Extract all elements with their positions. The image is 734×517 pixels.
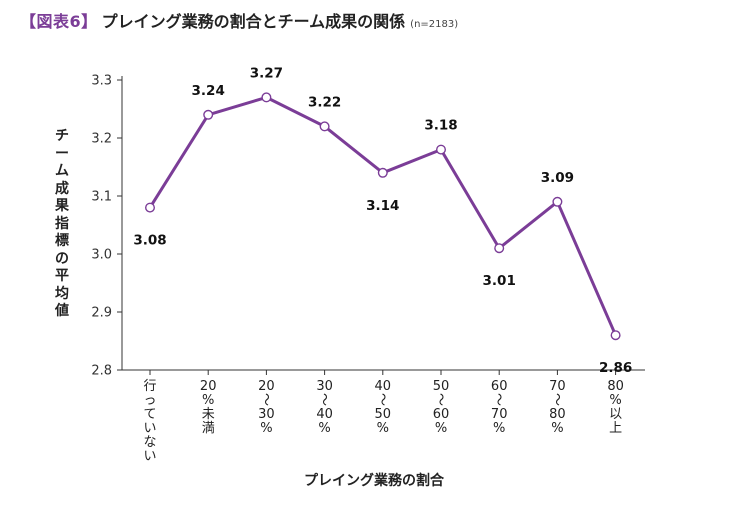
- data-label: 2.86: [599, 360, 632, 376]
- x-tick-label-line: 80: [607, 379, 624, 394]
- data-point: [552, 196, 563, 207]
- x-tick-label-line: 以: [609, 407, 622, 422]
- x-tick-label-line: て: [143, 407, 156, 422]
- data-label: 3.24: [192, 83, 225, 99]
- figure-tag: 【図表6】: [20, 12, 98, 31]
- x-axis-label: プレイング業務の割合: [304, 473, 444, 489]
- x-tick-label: 40〜50%: [374, 379, 391, 436]
- x-tick-label-line: 〜: [258, 393, 273, 406]
- x-tick-label-line: な: [143, 435, 156, 450]
- data-point: [144, 202, 155, 213]
- x-tick-label-line: 未: [202, 407, 215, 422]
- x-tick-label-line: 70: [491, 407, 508, 422]
- x-tick-label: 30〜40%: [316, 379, 333, 436]
- x-tick-label-line: %: [260, 421, 272, 436]
- data-label: 3.27: [250, 65, 283, 81]
- x-tick-label-line: 40: [375, 379, 392, 394]
- x-tick-label-line: 60: [433, 407, 450, 422]
- category-labels: 行っていない20%未満20〜30%30〜40%40〜50%50〜60%60〜70…: [143, 379, 623, 464]
- x-tick-label: 60〜70%: [491, 379, 508, 436]
- chart-header: 【図表6】 プレイング業務の割合とチーム成果の関係 (n=2183): [20, 8, 458, 32]
- y-ticks: 2.8 2.9 3.0 3.1 3.2 3.3: [91, 74, 122, 379]
- data-point: [203, 109, 214, 120]
- x-tick-label-line: 〜: [491, 393, 506, 406]
- y-tick-label: 2.9: [91, 306, 112, 321]
- x-tick-label-line: 〜: [316, 393, 331, 406]
- x-tick-label: 50〜60%: [433, 379, 450, 436]
- data-point: [494, 243, 505, 254]
- data-point: [377, 167, 388, 178]
- data-point: [261, 92, 272, 103]
- x-tick-label-line: %: [318, 421, 330, 436]
- sample-size-note: (n=2183): [410, 19, 459, 30]
- x-tick-label-line: %: [377, 421, 389, 436]
- x-tick-label-line: い: [143, 449, 156, 464]
- chart-axes: [121, 76, 645, 375]
- x-tick-label-line: %: [551, 421, 563, 436]
- data-point: [436, 144, 447, 155]
- x-tick-label-line: 20: [200, 379, 217, 394]
- x-tick-label-line: 〜: [433, 393, 448, 406]
- x-tick-label-line: 上: [609, 421, 622, 436]
- x-tick-label-line: っ: [143, 393, 156, 408]
- x-tick-label-line: 70: [549, 379, 566, 394]
- y-axis-label: チーム成果指標の平均値: [55, 128, 69, 319]
- chart-title: プレイング業務の割合とチーム成果の関係: [101, 12, 406, 31]
- x-tick-label-line: 行: [143, 379, 156, 394]
- data-label: 3.09: [541, 170, 574, 186]
- x-tick-label-line: %: [202, 393, 214, 408]
- x-tick-label-line: 40: [316, 407, 333, 422]
- x-tick-label-line: 〜: [374, 393, 389, 406]
- x-tick-label-line: 60: [491, 379, 508, 394]
- x-tick-label: 20〜30%: [258, 379, 275, 436]
- data-point: [319, 121, 330, 132]
- x-tick-label-line: 50: [375, 407, 392, 422]
- data-label: 3.22: [308, 94, 341, 110]
- x-tick-label-line: い: [143, 421, 156, 436]
- data-label: 3.18: [424, 118, 457, 134]
- data-labels: 3.08 3.24 3.27 3.22 3.14 3.18 3.01 3.09 2.86: [133, 65, 632, 376]
- data-point: [610, 330, 621, 341]
- series-line-group: [148, 95, 618, 337]
- x-tick-label: 80%以上: [607, 379, 624, 436]
- data-label: 3.14: [366, 198, 399, 214]
- series-line: [148, 95, 618, 337]
- data-label: 3.01: [483, 273, 516, 289]
- x-tick-label-line: 30: [258, 407, 275, 422]
- x-tick-label: 70〜80%: [549, 379, 566, 436]
- data-points: [144, 92, 621, 341]
- x-tick-label-line: 〜: [549, 393, 564, 406]
- y-tick-label: 3.1: [91, 190, 112, 205]
- data-label: 3.08: [133, 233, 166, 249]
- x-tick-label-line: 20: [258, 379, 275, 394]
- x-tick-label-line: 満: [202, 421, 215, 436]
- x-tick-label-line: 30: [316, 379, 333, 394]
- y-tick-label: 3.2: [91, 132, 112, 147]
- y-tick-label: 3.3: [91, 74, 112, 89]
- y-tick-label: 3.0: [91, 248, 112, 263]
- x-tick-label-line: 50: [433, 379, 450, 394]
- x-tick-label: 20%未満: [200, 379, 217, 436]
- x-tick-label-line: %: [609, 393, 621, 408]
- x-tick-label-line: %: [435, 421, 447, 436]
- x-tick-label-line: 80: [549, 407, 566, 422]
- x-tick-label-line: %: [493, 421, 505, 436]
- y-tick-label: 2.8: [91, 364, 112, 379]
